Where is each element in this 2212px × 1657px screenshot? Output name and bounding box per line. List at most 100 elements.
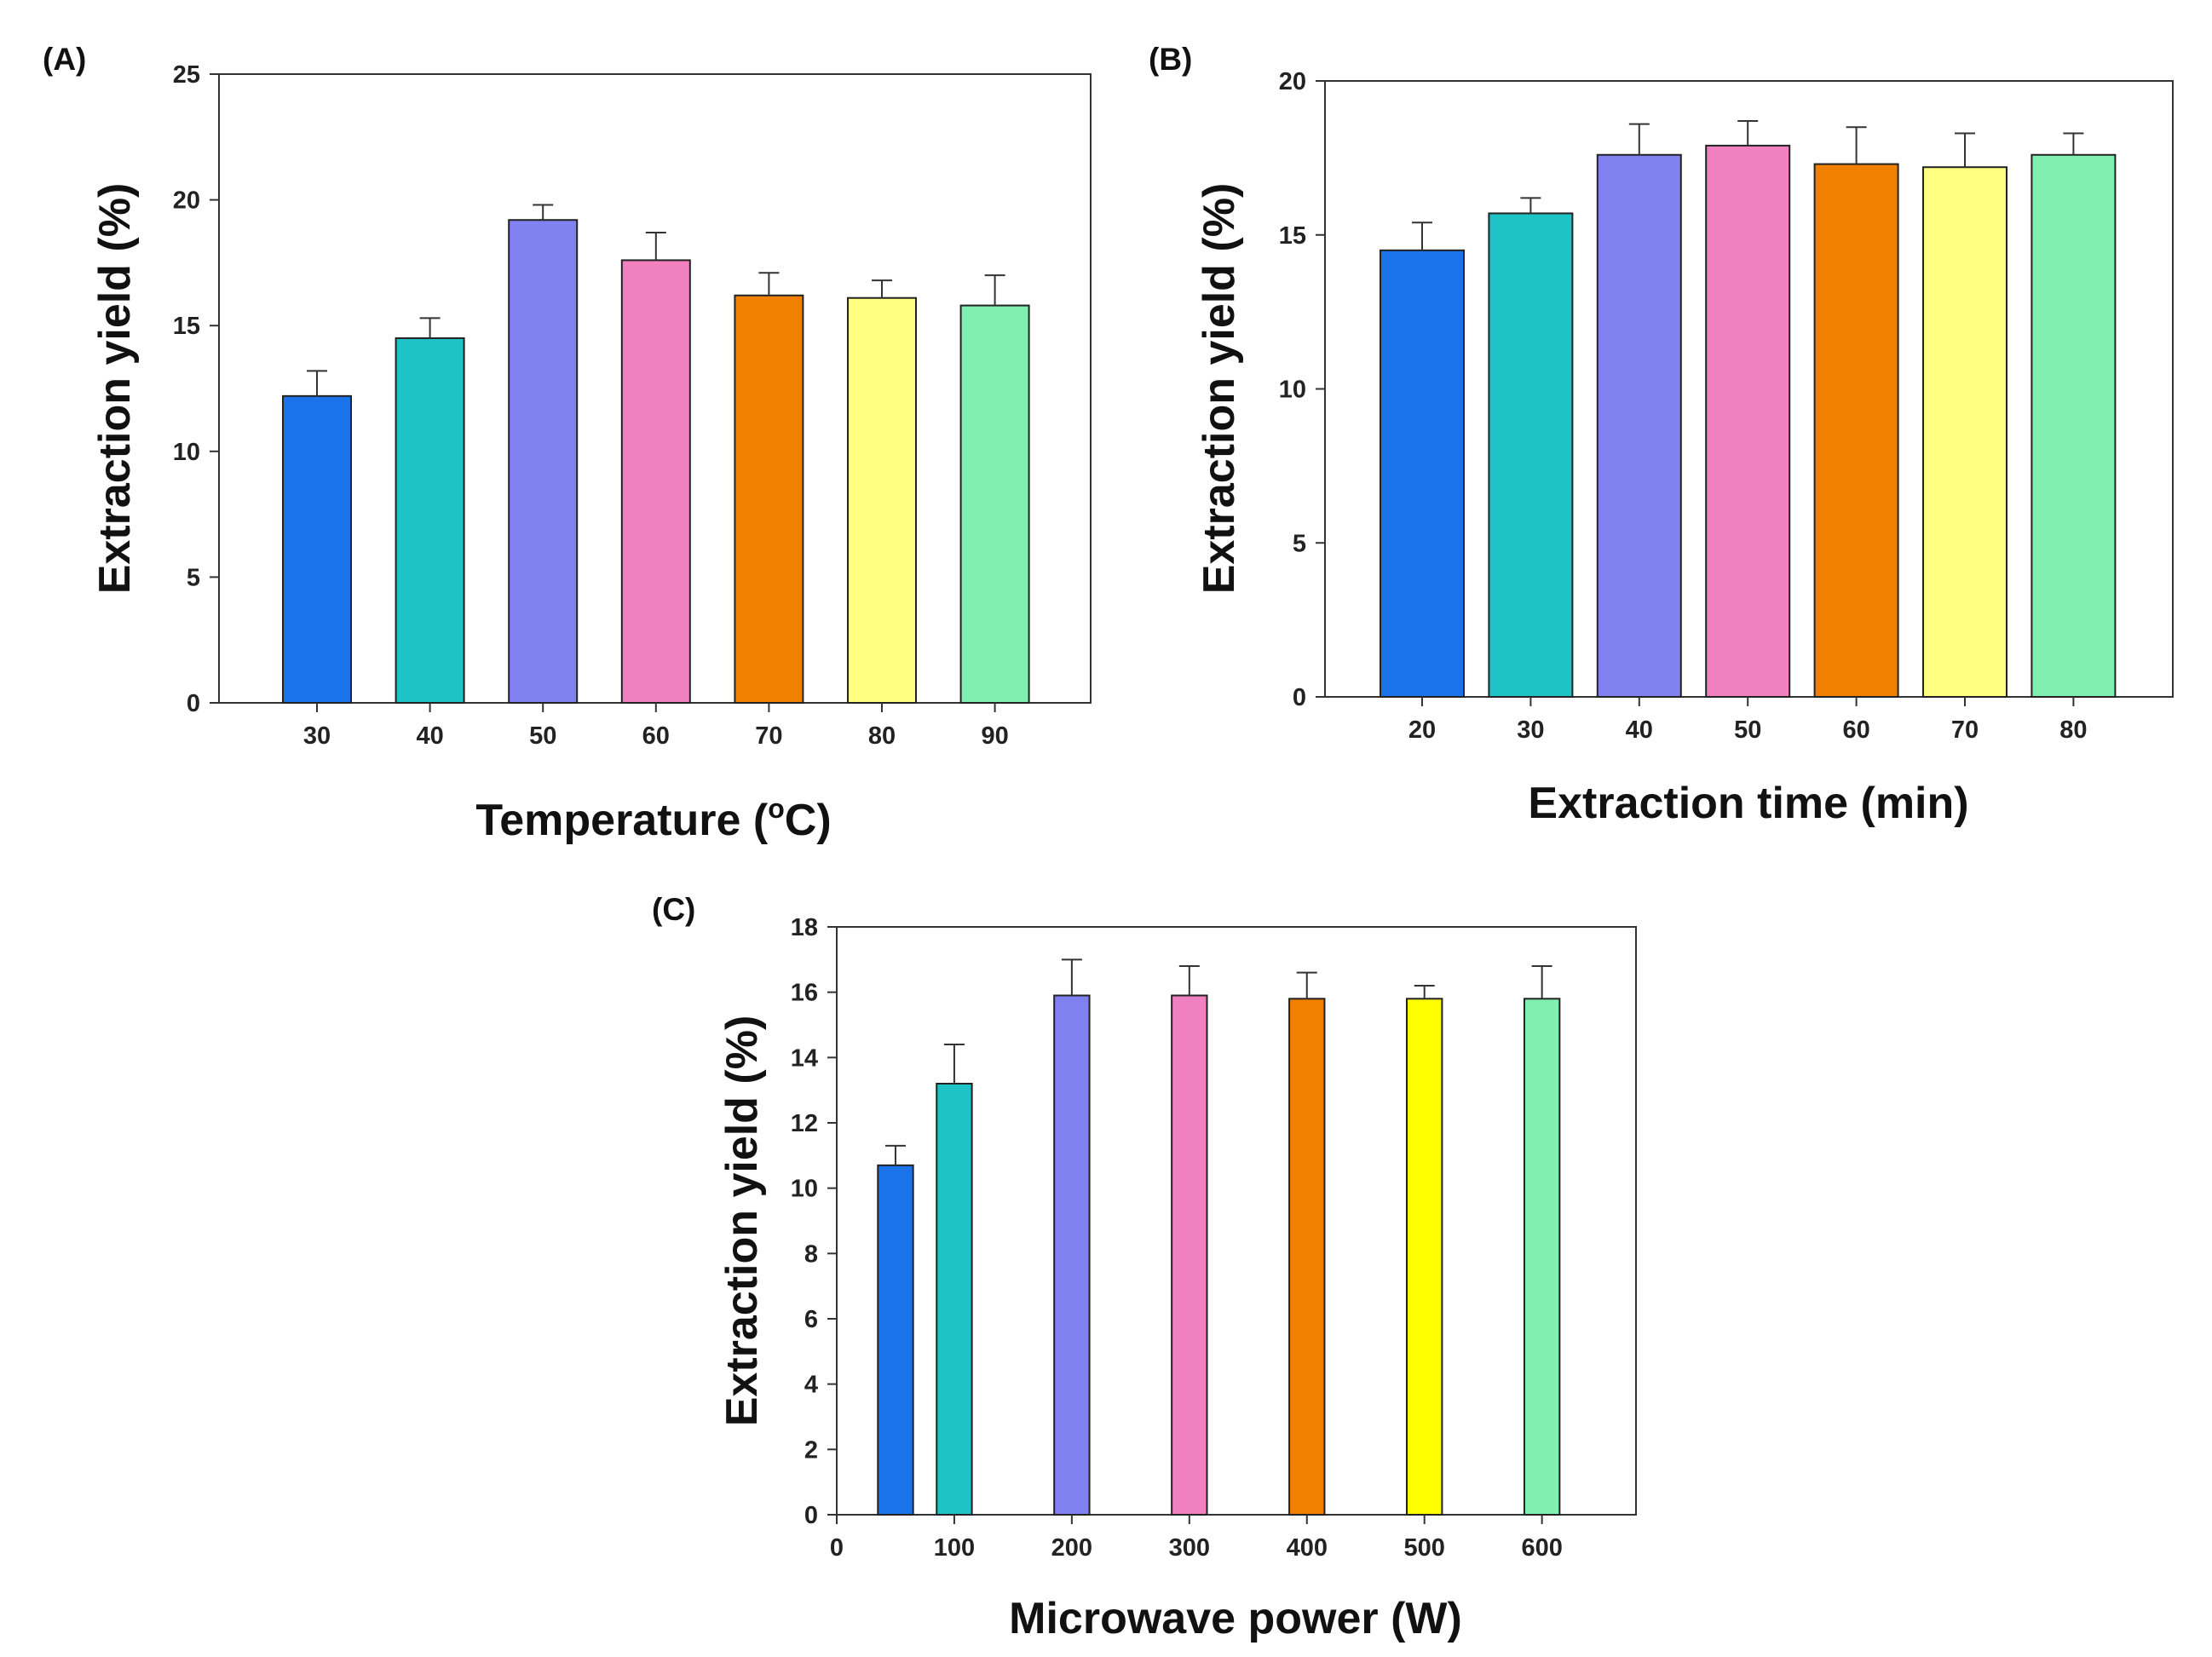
- panel-b-ytick-label: 0: [1293, 684, 1306, 711]
- panel-c-plot-frame: [836, 926, 1637, 1516]
- panel-c-bar: [1406, 998, 1443, 1516]
- panel-c-xtick-label: 600: [1521, 1534, 1562, 1562]
- panel-b-bars: [1380, 119, 2117, 699]
- panel-a-x-axis: 30 40 50 60 70 80 90: [303, 703, 1009, 750]
- panel-c-y-axis: 0 2 4 6 8 10 12 14 16 18: [791, 914, 837, 1529]
- panel-b-error-bar: [2063, 132, 2084, 155]
- panel-c-ytick-label: 10: [791, 1176, 818, 1203]
- panel-b-bar: [1922, 166, 2008, 699]
- panel-a-bar: [620, 259, 691, 704]
- panel-a-x-title-unit: C): [785, 796, 832, 845]
- panel-c-label: (C): [652, 892, 695, 927]
- panel-a-bar: [282, 394, 352, 704]
- panel-a-ytick-label: 20: [173, 187, 200, 215]
- panel-a-error-bar: [419, 317, 441, 338]
- panel-b-ytick-label: 20: [1279, 68, 1306, 95]
- panel-a-ytick-label: 5: [187, 564, 200, 591]
- panel-a-error-bar: [645, 231, 666, 261]
- panel-c-bar: [877, 1164, 914, 1516]
- panel-c-xtick-label: 100: [934, 1534, 975, 1562]
- panel-b-error-bar: [1846, 126, 1867, 164]
- panel-a-y-axis-title: Extraction yield (%): [90, 183, 140, 595]
- panel-c-bar: [1171, 994, 1208, 1516]
- panel-a-error-bar: [758, 272, 780, 296]
- panel-c-ytick-label: 6: [804, 1306, 818, 1333]
- panel-b-bar: [1380, 249, 1465, 698]
- panel-a-chart: (A) 0 5 10 15 20 25 30 40 50 60 70 80 90 Extraction…: [43, 42, 1092, 845]
- panel-c-xtick-label: 400: [1287, 1534, 1328, 1562]
- panel-b-error-bar: [1737, 119, 1759, 146]
- panel-c-ytick-label: 4: [804, 1372, 818, 1399]
- panel-b-ytick-label: 5: [1293, 530, 1306, 557]
- panel-a-xtick-label: 30: [303, 722, 331, 750]
- panel-b-bar: [2031, 153, 2117, 698]
- panel-c-x-axis: 0 100 200 300 400 500 600: [830, 1515, 1563, 1562]
- panel-a-xtick-label: 60: [642, 722, 670, 750]
- panel-c-error-bar: [943, 1044, 965, 1084]
- panel-c-error-bar: [884, 1144, 906, 1165]
- panel-a-xtick-label: 80: [868, 722, 896, 750]
- panel-c-ytick-label: 18: [791, 914, 818, 941]
- panel-c-x-axis-title: Microwave power (W): [1009, 1594, 1462, 1643]
- panel-c-xtick-label: 0: [830, 1534, 844, 1562]
- panel-c-xtick-label: 200: [1051, 1534, 1092, 1562]
- panel-b-chart: (B) 0 5 10 15 20 20 30 40 50 60 70 80 Extraction y…: [1149, 42, 2174, 828]
- panel-b-bar: [1596, 153, 1682, 698]
- panel-c-ytick-label: 16: [791, 980, 818, 1007]
- panel-b-label: (B): [1149, 42, 1192, 77]
- panel-c-ytick-label: 8: [804, 1240, 818, 1268]
- panel-a-bar: [959, 304, 1030, 704]
- panel-a-xtick-label: 90: [981, 722, 1008, 750]
- panel-a-bar: [734, 294, 804, 704]
- panel-c-bar: [936, 1083, 973, 1516]
- panel-b-bar: [1488, 212, 1574, 698]
- panel-b-xtick-label: 20: [1408, 716, 1436, 744]
- panel-a-y-axis: 0 5 10 15 20 25: [173, 61, 219, 717]
- panel-c-error-bar: [1531, 965, 1552, 999]
- panel-a-error-bar: [533, 204, 554, 221]
- panel-a-label: (A): [43, 42, 86, 77]
- panel-b-error-bar: [1955, 132, 1975, 168]
- panel-b-x-axis-title: Extraction time (min): [1528, 779, 1968, 828]
- panel-c-ytick-label: 0: [804, 1502, 818, 1529]
- panel-b-xtick-label: 70: [1951, 716, 1979, 744]
- panel-b-y-axis: 0 5 10 15 20: [1279, 68, 1325, 711]
- panel-a-ytick-label: 10: [173, 439, 200, 466]
- panel-a-bar: [847, 296, 917, 704]
- panel-c-xtick-label: 500: [1404, 1534, 1445, 1562]
- panel-c-ytick-label: 2: [804, 1436, 818, 1464]
- panel-c-error-bar: [1061, 958, 1082, 996]
- panel-a-bars: [282, 204, 1030, 704]
- panel-b-xtick-label: 60: [1842, 716, 1869, 744]
- panel-c-ytick-label: 12: [791, 1110, 818, 1137]
- panel-a-x-axis-title: Temperature (oC): [475, 793, 831, 845]
- panel-c-error-bar: [1414, 985, 1435, 999]
- panel-a-ytick-label: 15: [173, 313, 200, 340]
- panel-b-error-bar: [1520, 197, 1541, 214]
- panel-a-ytick-label: 25: [173, 61, 200, 89]
- panel-a-ytick-label: 0: [187, 690, 200, 717]
- panel-b-bar: [1705, 144, 1791, 699]
- panel-a-xtick-label: 50: [529, 722, 556, 750]
- panel-b-ytick-label: 15: [1279, 222, 1306, 250]
- panel-a-bar: [508, 219, 579, 704]
- panel-b-bar: [1813, 163, 1899, 699]
- panel-c-bar: [1053, 994, 1091, 1516]
- panel-a-error-bar: [872, 279, 892, 298]
- panel-a-x-title-degree: o: [768, 793, 785, 824]
- panel-a-bar: [395, 337, 465, 704]
- panel-b-error-bar: [1412, 222, 1432, 250]
- panel-b-xtick-label: 30: [1517, 716, 1544, 744]
- panel-a-xtick-label: 40: [416, 722, 443, 750]
- panel-c-bar: [1288, 998, 1326, 1516]
- panel-a-error-bar: [307, 370, 327, 396]
- panel-c-error-bar: [1296, 971, 1317, 999]
- panel-b-xtick-label: 50: [1734, 716, 1761, 744]
- panel-b-xtick-label: 80: [2059, 716, 2087, 744]
- panel-a-error-bar: [984, 274, 1005, 306]
- panel-c-bar: [1523, 998, 1561, 1516]
- panel-c-ytick-label: 14: [791, 1044, 818, 1072]
- panel-c-y-axis-title: Extraction yield (%): [717, 1015, 767, 1427]
- panel-a-x-title-main: Temperature (: [475, 796, 769, 845]
